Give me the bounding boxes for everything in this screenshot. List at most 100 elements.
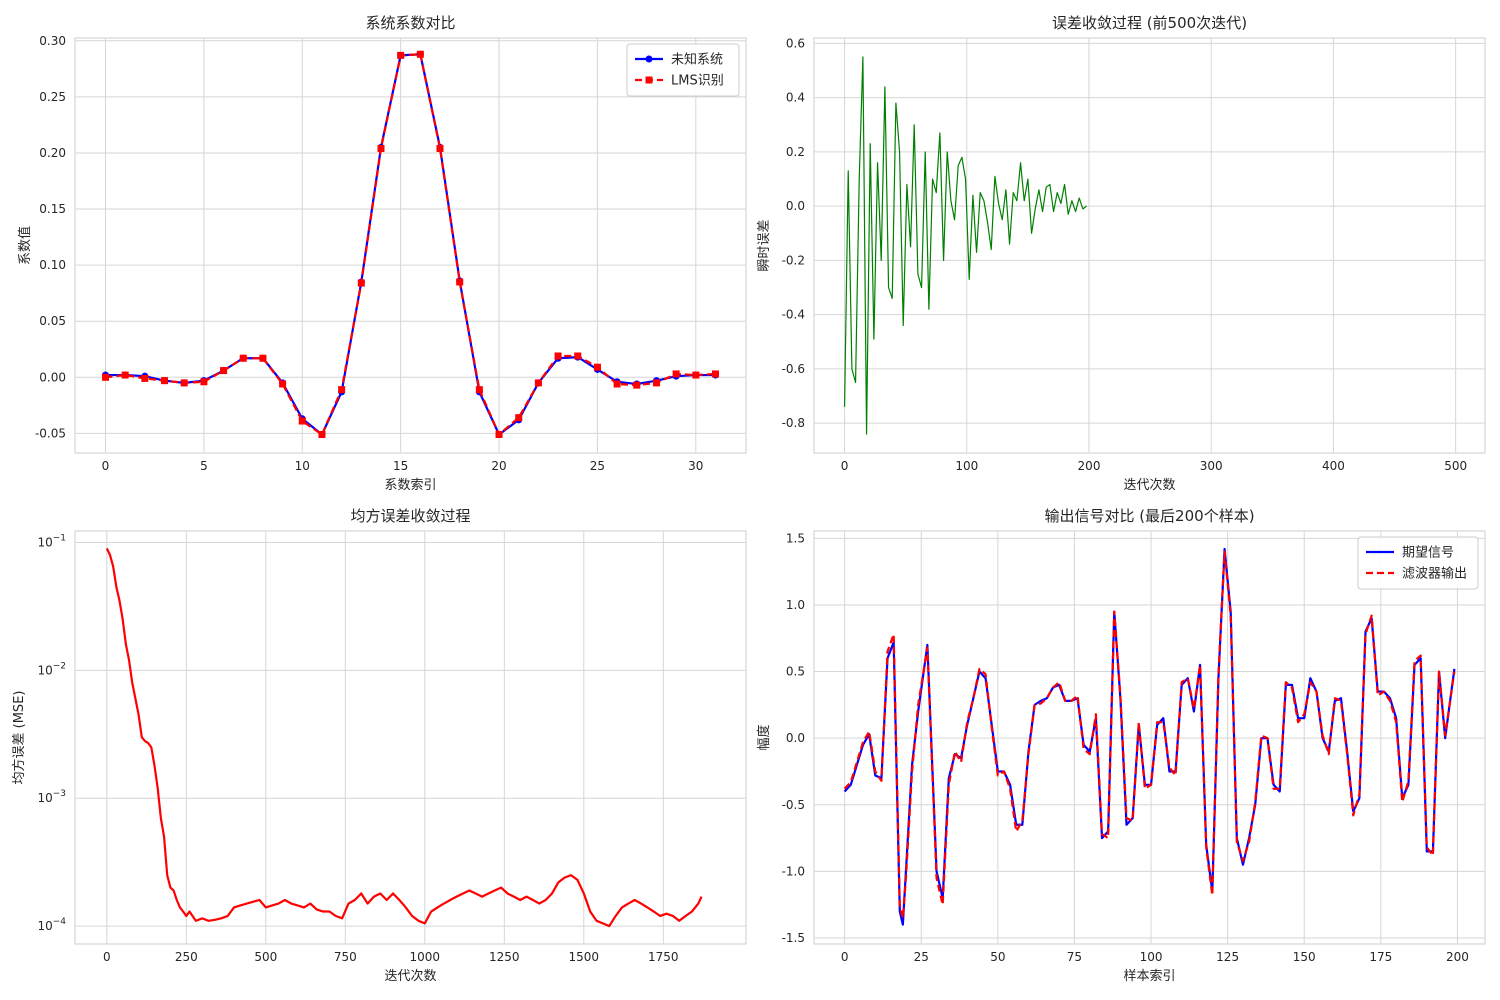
data-point-marker <box>416 50 424 58</box>
output-x-axis-label: 样本索引 <box>1123 969 1175 984</box>
y-tick-label: 0.5 <box>786 665 805 679</box>
x-tick-label: 25 <box>914 950 929 964</box>
data-point-marker <box>239 354 247 362</box>
x-tick-label: 100 <box>1140 950 1163 964</box>
y-tick-label: 10−1 <box>37 534 66 550</box>
x-tick-label: 100 <box>955 459 978 473</box>
x-tick-label: 0 <box>841 950 849 964</box>
data-point-marker <box>318 430 326 438</box>
error-x-ticks: 0 100 200 300 400 500 <box>841 459 1467 473</box>
x-tick-label: 500 <box>254 950 277 964</box>
data-point-marker <box>279 380 287 388</box>
output-x-ticks: 0 25 50 75 100 125 150 175 200 <box>841 950 1469 964</box>
data-point-marker <box>574 352 582 360</box>
x-tick-label: 1750 <box>648 950 679 964</box>
coefficient-plot-area <box>74 37 747 454</box>
y-tick-label: 0.15 <box>39 202 66 216</box>
output-y-ticks: -1.5 -1.0 -0.5 0.0 0.5 1.0 1.5 <box>782 531 805 945</box>
x-tick-label: 1500 <box>569 950 600 964</box>
data-point-marker <box>554 352 562 360</box>
output-chart-title: 输出信号对比 (最后200个样本) <box>1044 507 1254 525</box>
y-tick-label: -0.5 <box>782 798 805 812</box>
output-series <box>843 547 1456 926</box>
data-point-marker <box>259 354 267 362</box>
mse-y-ticks: 10−4 10−3 10−2 10−1 <box>37 534 66 934</box>
data-point-marker <box>200 378 208 386</box>
output-plot-area <box>813 530 1486 945</box>
x-tick-label: 15 <box>393 459 408 473</box>
data-point-marker <box>377 144 385 152</box>
error-y-axis-label: 瞬时误差 <box>757 219 772 271</box>
mse-plot-area <box>74 530 747 945</box>
coefficient-y-axis-label: 系数值 <box>17 226 33 265</box>
data-point-marker <box>712 370 719 378</box>
data-point-marker <box>102 373 109 381</box>
y-tick-label: 0.4 <box>786 91 805 105</box>
y-tick-label: -0.4 <box>782 308 805 322</box>
x-tick-label: 75 <box>1067 950 1082 964</box>
coefficient-legend: 未知系统 LMS识别 <box>626 43 740 97</box>
coefficient-grid <box>75 38 746 453</box>
data-point-marker <box>161 377 169 385</box>
error-series <box>843 56 1087 435</box>
y-tick-label: 0.30 <box>39 34 66 48</box>
coefficient-comparison-panel: 0 5 10 15 20 25 30 -0.05 0.00 0.05 0.10 0.15 0.20 0.… <box>17 14 747 493</box>
y-tick-label: 0.05 <box>39 314 66 328</box>
x-tick-label: 175 <box>1369 950 1392 964</box>
data-point-marker <box>298 417 306 425</box>
x-tick-label: 500 <box>1444 459 1467 473</box>
series-line-0 <box>105 547 703 928</box>
x-tick-label: 125 <box>1216 950 1239 964</box>
x-tick-label: 300 <box>1200 459 1223 473</box>
error-x-axis-label: 迭代次数 <box>1123 477 1175 493</box>
data-point-marker <box>397 51 405 59</box>
y-tick-label: -0.05 <box>35 426 66 440</box>
data-point-marker <box>180 379 188 387</box>
y-tick-label: 0.6 <box>786 36 805 50</box>
series-line-0 <box>843 56 1087 435</box>
x-tick-label: 0 <box>841 459 849 473</box>
y-tick-label: 0.10 <box>39 258 66 272</box>
data-point-marker <box>121 371 129 379</box>
y-tick-label: 0.00 <box>39 370 66 384</box>
y-tick-label: 0.20 <box>39 146 66 160</box>
y-tick-label: 1.0 <box>786 598 805 612</box>
mse-x-ticks: 0 250 500 750 1000 1250 1500 1750 <box>103 950 679 964</box>
data-point-marker <box>338 386 346 394</box>
legend-label-desired-signal: 期望信号 <box>1402 545 1454 561</box>
x-tick-label: 150 <box>1293 950 1316 964</box>
output-legend-box <box>1357 536 1479 590</box>
mse-y-axis-label: 均方误差 (MSE) <box>11 691 27 785</box>
y-tick-label: 0.0 <box>786 731 805 745</box>
x-tick-label: 20 <box>491 459 506 473</box>
legend-label-filter-output: 滤波器输出 <box>1402 566 1467 582</box>
mse-grid <box>75 531 746 944</box>
coefficient-chart-title: 系统系数对比 <box>365 14 455 32</box>
data-point-marker <box>652 379 660 387</box>
legend-marker-unknown-system <box>645 55 653 63</box>
coefficient-x-ticks: 0 5 10 15 20 25 30 <box>102 459 704 473</box>
data-point-marker <box>633 381 641 389</box>
data-point-marker <box>515 414 523 422</box>
y-tick-label: -0.6 <box>782 362 805 376</box>
y-tick-label: 10−4 <box>37 917 66 933</box>
y-tick-label: 0.2 <box>786 145 805 159</box>
output-y-axis-label: 幅度 <box>756 724 772 750</box>
x-tick-label: 250 <box>175 950 198 964</box>
y-tick-label: -1.0 <box>782 864 805 878</box>
error-grid <box>814 38 1485 453</box>
error-chart-title: 误差收敛过程 (前500次迭代) <box>1052 14 1247 32</box>
y-tick-label: 0.25 <box>39 90 66 104</box>
legend-label-lms-identified: LMS识别 <box>671 74 724 89</box>
y-tick-label: 0.0 <box>786 199 805 213</box>
error-convergence-panel: 0 100 200 300 400 500 -0.8 -0.6 -0.4 -0.2 0.0 0.2 0… <box>757 14 1486 493</box>
data-point-marker <box>692 371 700 379</box>
x-tick-label: 200 <box>1078 459 1101 473</box>
y-tick-label: -0.2 <box>782 253 805 267</box>
data-point-marker <box>672 370 680 378</box>
x-tick-label: 200 <box>1446 950 1469 964</box>
x-tick-label: 1250 <box>489 950 520 964</box>
x-tick-label: 0 <box>102 459 110 473</box>
output-grid <box>814 531 1485 944</box>
